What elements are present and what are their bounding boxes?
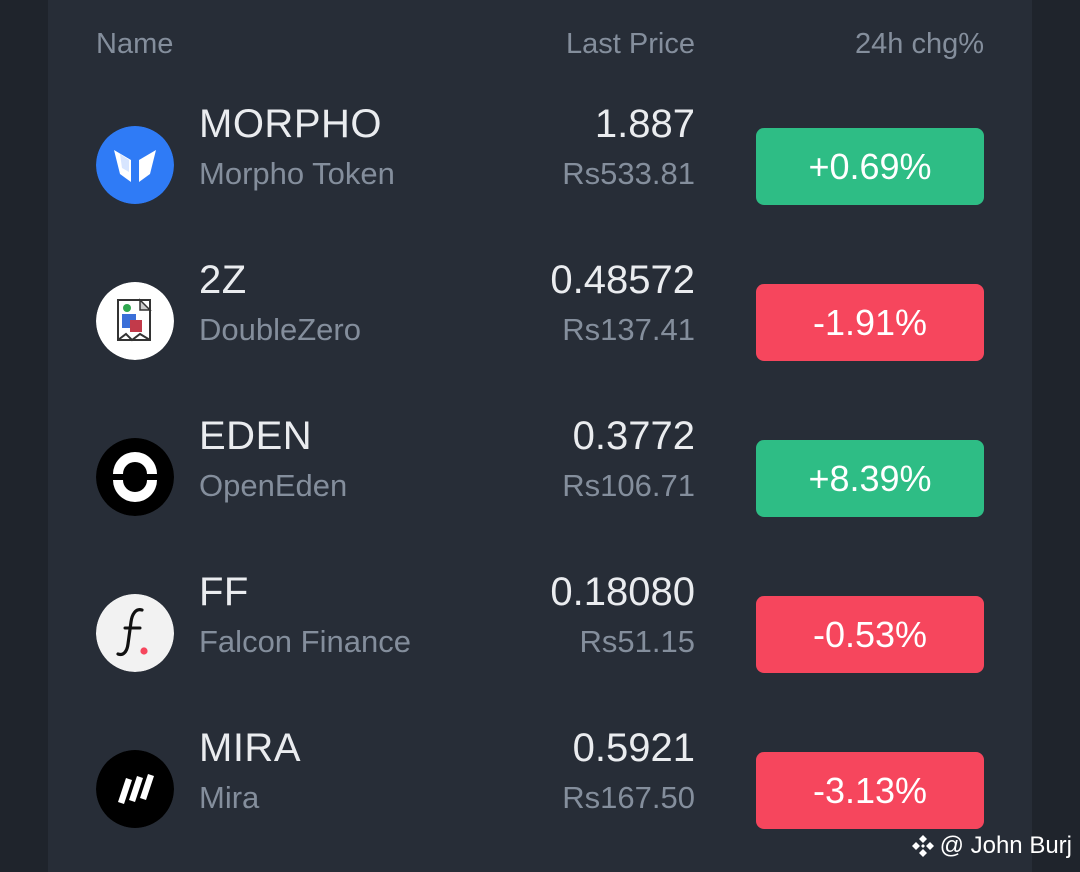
watermark: @ John Burj [910, 832, 1072, 860]
last-price: 0.48572 [550, 258, 695, 302]
token-name: DoubleZero [199, 312, 361, 347]
market-row-eden[interactable]: EDEN OpenEden 0.3772 Rs106.71 +8.39% [48, 396, 1032, 552]
last-price: 0.5921 [572, 726, 695, 770]
token-name: Morpho Token [199, 156, 395, 191]
symbol: 2Z [199, 258, 247, 302]
watermark-text: @ John Burj [939, 832, 1072, 859]
header-24h-change[interactable]: 24h chg% [855, 28, 984, 60]
market-row-ff[interactable]: FF Falcon Finance 0.18080 Rs51.15 -0.53% [48, 552, 1032, 708]
fiat-price: Rs51.15 [579, 624, 695, 659]
market-row-mira[interactable]: MIRA Mira 0.5921 Rs167.50 -3.13% [48, 708, 1032, 864]
header-name[interactable]: Name [96, 28, 174, 60]
falcon-finance-logo-icon [96, 594, 174, 672]
fiat-price: Rs106.71 [562, 468, 695, 503]
market-row-morpho[interactable]: MORPHO Morpho Token 1.887 Rs533.81 +0.69… [48, 84, 1032, 240]
market-row-2z[interactable]: 2Z DoubleZero 0.48572 Rs137.41 -1.91% [48, 240, 1032, 396]
fiat-price: Rs167.50 [562, 780, 695, 815]
mira-logo-icon [96, 750, 174, 828]
symbol: FF [199, 570, 249, 614]
change-badge[interactable]: -1.91% [756, 284, 984, 361]
fiat-price: Rs137.41 [562, 312, 695, 347]
symbol: EDEN [199, 414, 313, 458]
last-price: 1.887 [594, 102, 695, 146]
change-badge[interactable]: -0.53% [756, 596, 984, 673]
morpho-logo-icon [96, 126, 174, 204]
symbol: MIRA [199, 726, 301, 770]
header-last-price[interactable]: Last Price [566, 28, 695, 60]
change-badge[interactable]: +8.39% [756, 440, 984, 517]
change-badge[interactable]: +0.69% [756, 128, 984, 205]
token-name: Falcon Finance [199, 624, 411, 659]
fiat-price: Rs533.81 [562, 156, 695, 191]
market-list-panel: Name Last Price 24h chg% MORPHO Morpho T… [48, 0, 1032, 872]
token-name: OpenEden [199, 468, 348, 503]
broken-image-icon [96, 282, 174, 360]
openeden-logo-icon [96, 438, 174, 516]
token-name: Mira [199, 780, 260, 815]
column-header: Name Last Price 24h chg% [48, 26, 1032, 66]
symbol: MORPHO [199, 102, 382, 146]
last-price: 0.18080 [550, 570, 695, 614]
change-badge[interactable]: -3.13% [756, 752, 984, 829]
last-price: 0.3772 [572, 414, 695, 458]
binance-square-icon [911, 835, 934, 857]
